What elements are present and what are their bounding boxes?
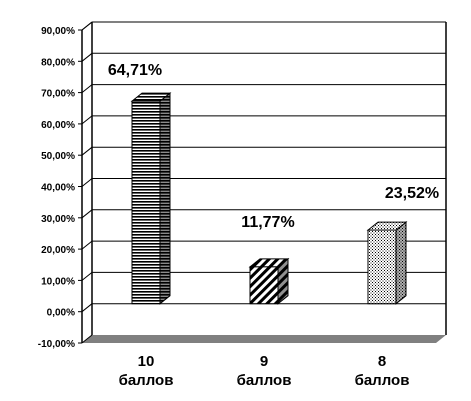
x-tick-label-unit: баллов: [119, 372, 174, 389]
gridline-wall: [81, 334, 93, 344]
y-tick-label: 60,00%: [41, 120, 75, 131]
data-label: 11,77%: [241, 214, 294, 231]
bar-front: [131, 100, 161, 305]
bar-front: [367, 229, 397, 305]
gridline-wall: [81, 272, 93, 281]
bar-front: [249, 266, 279, 305]
x-tick-label-unit: баллов: [355, 372, 410, 389]
data-label: 23,52%: [385, 185, 439, 202]
y-tick-label: -10,00%: [38, 339, 75, 350]
y-tick-label: 90,00%: [41, 26, 75, 37]
gridline-wall: [81, 146, 93, 156]
gridline-wall: [81, 209, 93, 219]
y-tick-label: 50,00%: [41, 151, 75, 162]
y-tick-label: 0,00%: [47, 308, 75, 319]
gridline-wall: [81, 178, 93, 187]
x-tick-label-number: 10: [138, 353, 155, 370]
bar: [248, 257, 290, 305]
x-tick-label-number: 9: [260, 353, 268, 370]
x-tick-label-unit: баллов: [237, 372, 292, 389]
data-label: 64,71%: [108, 62, 162, 79]
x-tick-label-number: 8: [378, 353, 386, 370]
bar: [366, 221, 408, 305]
y-tick-label: 10,00%: [41, 276, 75, 287]
bar-side: [159, 92, 171, 305]
y-tick-label: 40,00%: [41, 183, 75, 194]
y-tick-label: 30,00%: [41, 214, 75, 225]
bar: [130, 92, 172, 305]
y-tick-label: 20,00%: [41, 245, 75, 256]
gridline-wall: [81, 240, 93, 250]
gridline-wall: [81, 303, 93, 313]
gridline-wall: [81, 115, 93, 125]
gridline-wall: [81, 52, 93, 62]
chart-floor: [82, 335, 446, 343]
y-tick-label: 70,00%: [41, 89, 75, 100]
bar-side: [395, 221, 407, 305]
gridline-wall: [81, 84, 93, 93]
y-axis-top-connector: [81, 21, 93, 31]
y-tick-label: 80,00%: [41, 57, 75, 68]
